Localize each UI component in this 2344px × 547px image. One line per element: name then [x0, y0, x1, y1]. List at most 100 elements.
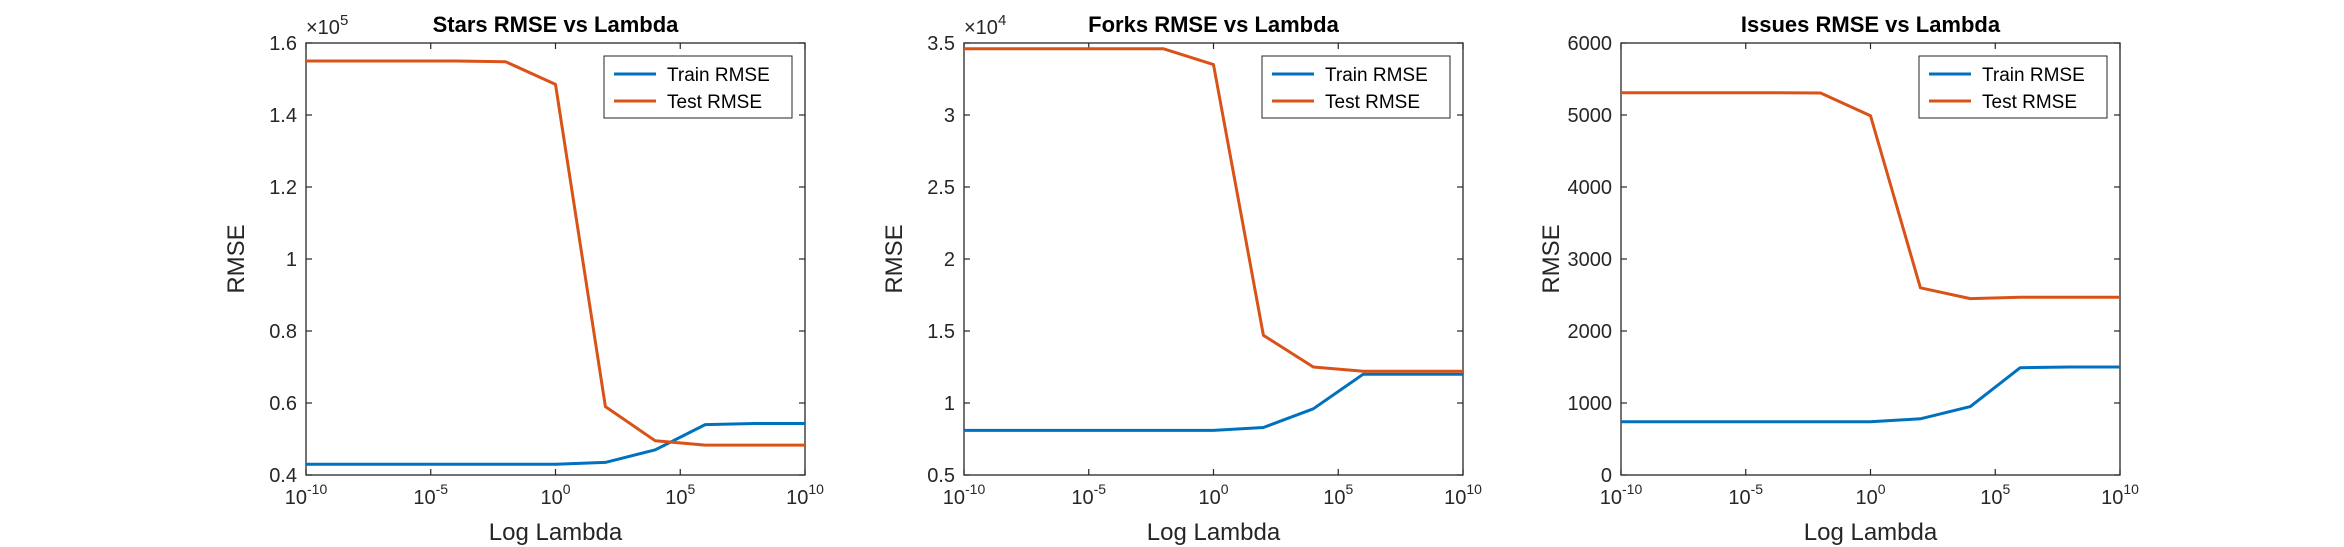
x-tick-label: 10-10 [285, 481, 328, 509]
y-tick-label: 0.4 [269, 465, 297, 487]
y-tick-label: 1 [286, 249, 297, 271]
y-tick-label: 1000 [1568, 393, 1613, 415]
x-tick-label-base: 10 [1980, 487, 2002, 509]
legend-label-train-rmse: Train RMSE [667, 65, 770, 86]
x-tick-label-base: 10 [1855, 487, 1877, 509]
x-tick-label-base: 10 [1728, 487, 1750, 509]
x-tick-label-base: 10 [285, 487, 307, 509]
x-tick-label-exponent: 10 [2123, 481, 2139, 497]
legend-box [603, 55, 793, 119]
x-tick-label: 105 [1980, 481, 2010, 509]
legend: Train RMSE Test RMSE [1261, 55, 1451, 119]
x-tick-label-exponent: -5 [1094, 481, 1107, 497]
x-tick-label-exponent: -5 [436, 481, 449, 497]
legend-box [1918, 55, 2108, 119]
series-line-test-rmse [964, 47, 1463, 373]
x-tick-label-base: 10 [1323, 487, 1345, 509]
x-tick-label: 1010 [1444, 481, 1482, 509]
x-tick-label-exponent: -10 [1622, 481, 1642, 497]
x-tick-label: 10-10 [1600, 481, 1643, 509]
x-tick-label-base: 10 [2101, 487, 2123, 509]
y-tick-label: 2000 [1568, 321, 1613, 343]
legend-label-train-rmse: Train RMSE [1982, 65, 2085, 86]
x-tick-label: 100 [1855, 481, 1885, 509]
x-tick-label-exponent: -10 [965, 481, 985, 497]
x-tick-label-base: 10 [1444, 487, 1466, 509]
chart-title: Stars RMSE vs Lambda [433, 12, 680, 37]
legend-label-train-rmse: Train RMSE [1325, 65, 1428, 86]
x-tick-label: 10-10 [943, 481, 986, 509]
chart-title: Forks RMSE vs Lambda [1088, 12, 1339, 37]
series-line-test-rmse [1621, 91, 2120, 301]
series-line-test-rmse [306, 59, 805, 447]
x-tick-label: 10-5 [413, 481, 448, 509]
x-tick-label: 100 [1198, 481, 1228, 509]
x-tick-label-base: 10 [665, 487, 687, 509]
y-exponent-power: 4 [998, 12, 1006, 29]
x-tick-label-base: 10 [413, 487, 435, 509]
legend: Train RMSE Test RMSE [1918, 55, 2108, 119]
series-line-train-rmse [306, 422, 805, 466]
x-tick-label-base: 10 [1600, 487, 1622, 509]
x-tick-label: 1010 [2101, 481, 2139, 509]
y-tick-label: 4000 [1568, 177, 1613, 199]
y-exponent-label: ×104 [964, 12, 1006, 39]
x-tick-label: 105 [665, 481, 695, 509]
y-tick-label: 0.5 [927, 465, 955, 487]
legend-box [1261, 55, 1451, 119]
x-tick-label-exponent: -10 [307, 481, 327, 497]
legend-label-test-rmse: Test RMSE [1325, 92, 1420, 113]
x-axis-label: Log Lambda [1147, 519, 1281, 546]
y-tick-label: 2.5 [927, 177, 955, 199]
y-exponent-base: ×10 [306, 17, 340, 39]
chart-title: Issues RMSE vs Lambda [1741, 12, 2001, 37]
x-tick-label-exponent: 10 [808, 481, 824, 497]
legend: Train RMSE Test RMSE [603, 55, 793, 119]
x-axis-label: Log Lambda [489, 519, 623, 546]
y-exponent-label: ×105 [306, 12, 348, 39]
y-tick-label: 2 [944, 249, 955, 271]
x-tick-label-exponent: 10 [1466, 481, 1482, 497]
legend-label-test-rmse: Test RMSE [667, 92, 762, 113]
x-tick-label: 105 [1323, 481, 1353, 509]
x-axis-label: Log Lambda [1804, 519, 1938, 546]
y-axis-label: RMSE [223, 224, 250, 293]
y-tick-label: 0.8 [269, 321, 297, 343]
y-axis-label: RMSE [881, 224, 908, 293]
x-tick-label-base: 10 [786, 487, 808, 509]
x-tick-label: 1010 [786, 481, 824, 509]
y-tick-label: 3 [944, 105, 955, 127]
y-tick-label: 3.5 [927, 33, 955, 55]
y-tick-label: 0.6 [269, 393, 297, 415]
y-tick-label: 1 [944, 393, 955, 415]
x-tick-label-exponent: 5 [687, 481, 695, 497]
legend-label-test-rmse: Test RMSE [1982, 92, 2077, 113]
chart-3: 10-10 10-5 100 105 1010010002000300040005000… [1538, 12, 2139, 546]
chart-1: 10-10 10-5 100 105 10100.40.60.811.21.41.6×1… [223, 12, 824, 546]
series-line-train-rmse [964, 372, 1463, 432]
y-tick-label: 1.5 [927, 321, 955, 343]
y-tick-label: 0 [1601, 465, 1612, 487]
x-tick-label-base: 10 [540, 487, 562, 509]
y-tick-label: 1.2 [269, 177, 297, 199]
x-tick-label-base: 10 [943, 487, 965, 509]
x-tick-label: 10-5 [1071, 481, 1106, 509]
x-tick-label: 100 [540, 481, 570, 509]
x-tick-label-base: 10 [1198, 487, 1220, 509]
x-tick-label-exponent: 5 [2002, 481, 2010, 497]
series-line-train-rmse [1621, 365, 2120, 424]
y-tick-label: 1.6 [269, 33, 297, 55]
x-tick-label-exponent: 5 [1345, 481, 1353, 497]
x-tick-label: 10-5 [1728, 481, 1763, 509]
y-exponent-base: ×10 [964, 17, 998, 39]
y-tick-label: 1.4 [269, 105, 297, 127]
x-tick-label-exponent: 0 [1221, 481, 1229, 497]
x-tick-label-exponent: -5 [1751, 481, 1764, 497]
x-tick-label-exponent: 0 [563, 481, 571, 497]
y-axis-label: RMSE [1538, 224, 1565, 293]
y-tick-label: 5000 [1568, 105, 1613, 127]
y-tick-label: 3000 [1568, 249, 1613, 271]
y-tick-label: 6000 [1568, 33, 1613, 55]
